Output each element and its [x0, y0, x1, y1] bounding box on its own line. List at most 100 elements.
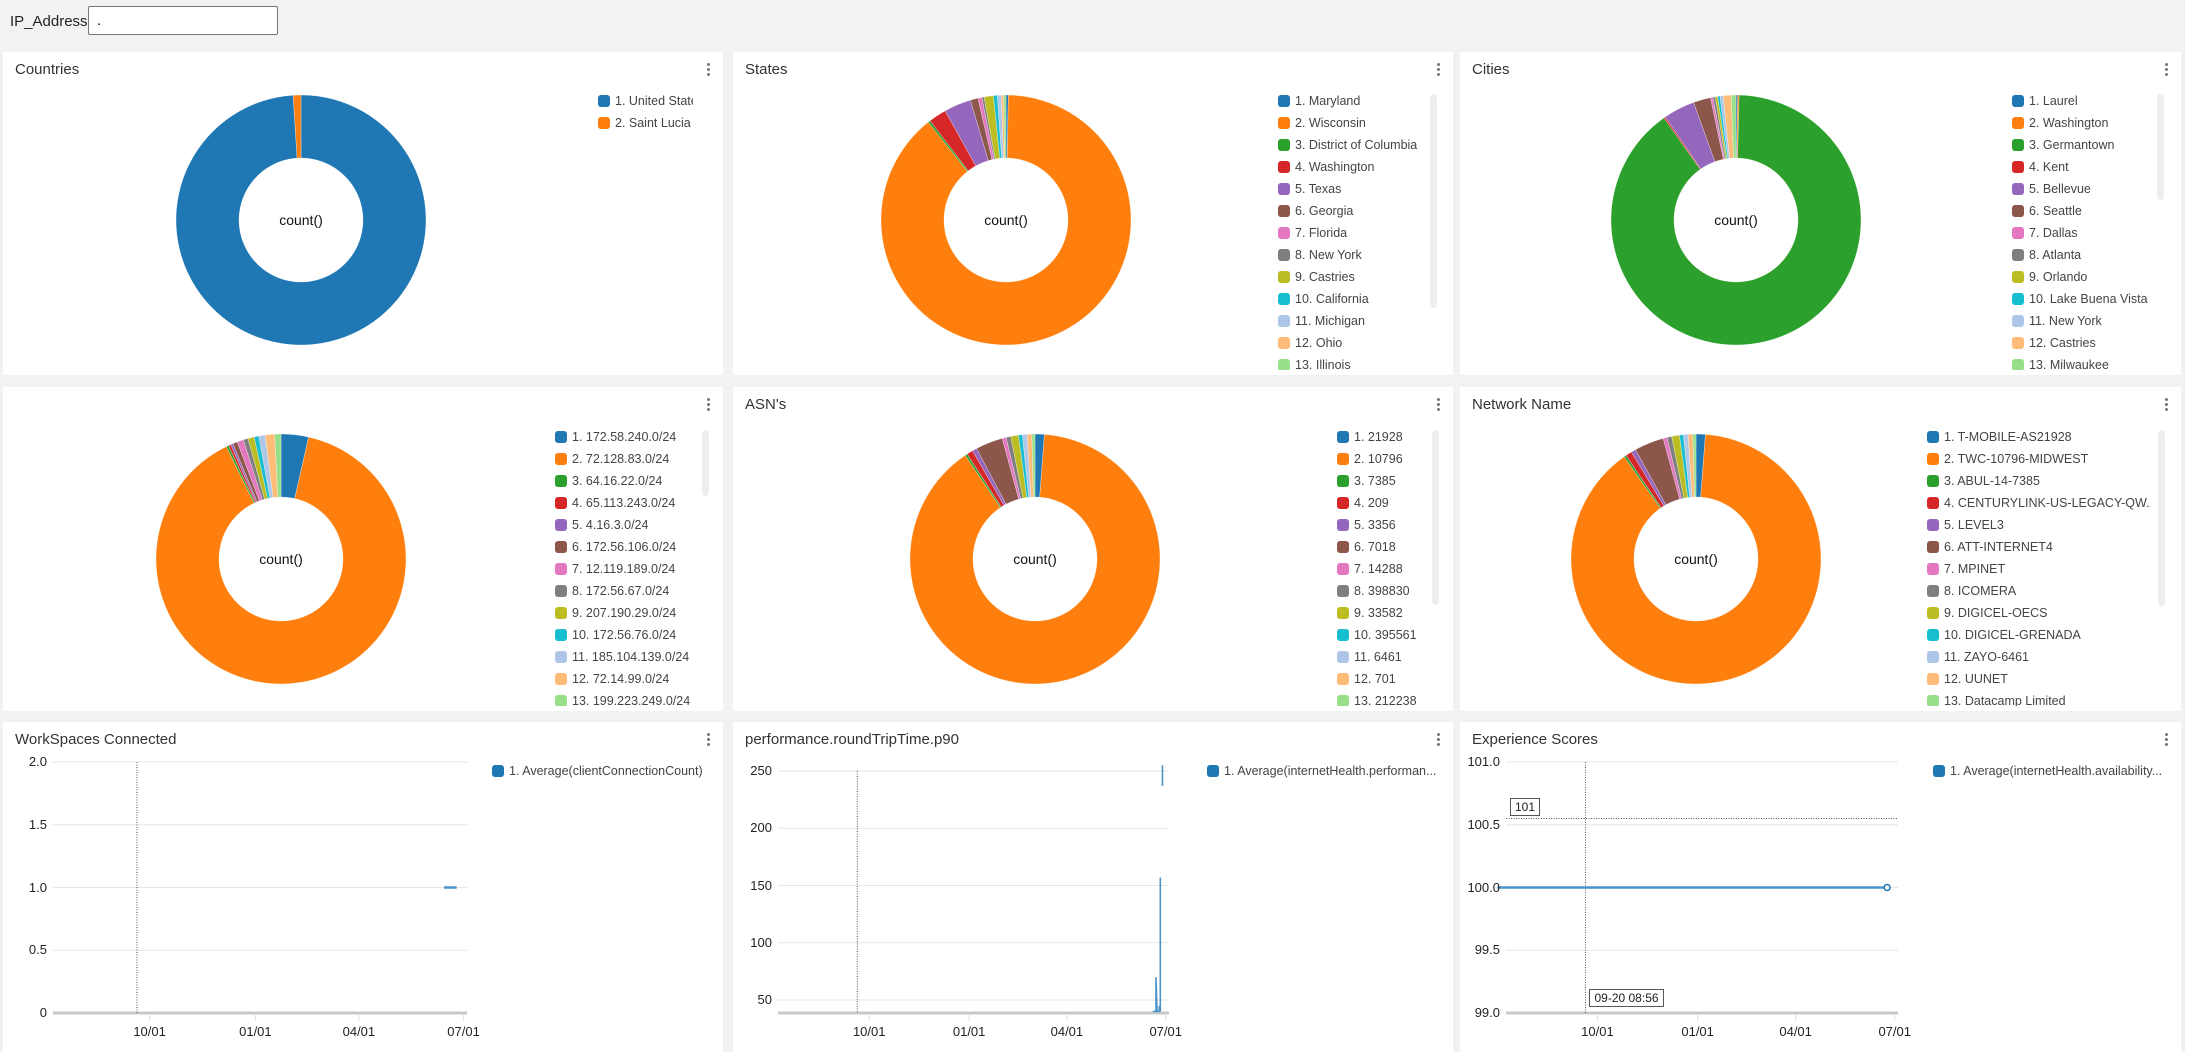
legend-item[interactable]: 1. Average(clientConnectionCount) [492, 760, 713, 782]
panel-menu-icon[interactable] [703, 396, 713, 414]
legend-item[interactable]: 9. Orlando [2012, 266, 2151, 288]
legend-item[interactable]: 13. 199.223.249.0/24 [555, 690, 693, 706]
legend-item[interactable]: 8. 172.56.67.0/24 [555, 580, 693, 602]
legend-item[interactable]: 5. Texas [1278, 178, 1423, 200]
pie-slice[interactable] [292, 94, 302, 159]
legend-item[interactable]: 1. 172.58.240.0/24 [555, 426, 693, 448]
legend-item[interactable]: 6. 172.56.106.0/24 [555, 536, 693, 558]
legend-item[interactable]: 7. Dallas [2012, 222, 2151, 244]
legend-item[interactable]: 2. TWC-10796-MIDWEST [1927, 448, 2151, 470]
legend-item[interactable]: 7. 14288 [1337, 558, 1423, 580]
legend-item[interactable]: 11. 6461 [1337, 646, 1423, 668]
series-line[interactable] [1152, 877, 1162, 1013]
legend-item[interactable]: 4. CENTURYLINK-US-LEGACY-QW... [1927, 492, 2151, 514]
legend-scrollbar[interactable] [2158, 430, 2165, 606]
pie-slice[interactable] [274, 433, 282, 498]
legend-item[interactable]: 13. 212238 [1337, 690, 1423, 706]
panel-menu-icon[interactable] [1433, 731, 1443, 749]
legend-item[interactable]: 2. Wisconsin [1278, 112, 1423, 134]
legend-item[interactable]: 5. Bellevue [2012, 178, 2151, 200]
legend-item[interactable]: 12. UUNET [1927, 668, 2151, 690]
legend-item[interactable]: 8. ICOMERA [1927, 580, 2151, 602]
legend-item[interactable]: 8. New York [1278, 244, 1423, 266]
legend-item[interactable]: 1. T-MOBILE-AS21928 [1927, 426, 2151, 448]
legend-item[interactable]: 5. 4.16.3.0/24 [555, 514, 693, 536]
legend-item[interactable]: 3. 7385 [1337, 470, 1423, 492]
legend-item[interactable]: 13. Milwaukee [2012, 354, 2151, 370]
legend-item[interactable]: 4. Kent [2012, 156, 2151, 178]
legend-item[interactable]: 12. 701 [1337, 668, 1423, 690]
legend-scrollbar[interactable] [1430, 94, 1437, 308]
legend-item[interactable]: 1. Maryland [1278, 90, 1423, 112]
legend-item[interactable]: 2. Washington [2012, 112, 2151, 134]
pie-slice[interactable] [909, 434, 1161, 685]
legend-item[interactable]: 1. United States [598, 90, 693, 112]
legend-scrollbar[interactable] [702, 430, 709, 496]
legend-item[interactable]: 10. DIGICEL-GRENADA [1927, 624, 2151, 646]
legend-item[interactable]: 2. Saint Lucia [598, 112, 693, 134]
legend-item[interactable]: 8. 398830 [1337, 580, 1423, 602]
legend-item[interactable]: 2. 10796 [1337, 448, 1423, 470]
pie-slice[interactable] [1570, 434, 1822, 685]
legend-item[interactable]: 6. Seattle [2012, 200, 2151, 222]
legend-item[interactable]: 9. 207.190.29.0/24 [555, 602, 693, 624]
legend-item[interactable]: 10. California [1278, 288, 1423, 310]
legend-item[interactable]: 11. ZAYO-6461 [1927, 646, 2151, 668]
legend-item[interactable]: 3. District of Columbia [1278, 134, 1423, 156]
legend-item[interactable]: 6. 7018 [1337, 536, 1423, 558]
panel-menu-icon[interactable] [703, 731, 713, 749]
panel-menu-icon[interactable] [1433, 396, 1443, 414]
legend-item[interactable]: 13. Illinois [1278, 354, 1423, 370]
pie-slice[interactable] [880, 94, 1132, 346]
legend-item[interactable]: 6. Georgia [1278, 200, 1423, 222]
legend-item[interactable]: 10. 395561 [1337, 624, 1423, 646]
pie-slice[interactable] [1692, 433, 1697, 498]
legend-item[interactable]: 4. 65.113.243.0/24 [555, 492, 693, 514]
legend-item[interactable]: 2. 72.128.83.0/24 [555, 448, 693, 470]
legend-item[interactable]: 12. Castries [2012, 332, 2151, 354]
panel-menu-icon[interactable] [2161, 61, 2171, 79]
legend-item[interactable]: 1. Average(internetHealth.availability..… [1933, 760, 2171, 782]
pie-slice[interactable] [1610, 94, 1862, 346]
panel-menu-icon[interactable] [703, 61, 713, 79]
pie-slice[interactable] [1003, 94, 1007, 159]
legend-item[interactable]: 9. Castries [1278, 266, 1423, 288]
legend-item[interactable]: 13. Datacamp Limited [1927, 690, 2151, 706]
ip-address-input[interactable] [88, 6, 278, 35]
legend-item[interactable]: 11. New York [2012, 310, 2151, 332]
legend-item[interactable]: 1. Average(internetHealth.performan... [1207, 760, 1443, 782]
legend-scrollbar[interactable] [1432, 430, 1439, 605]
pie-slice[interactable] [175, 94, 427, 346]
legend-item[interactable]: 9. DIGICEL-OECS [1927, 602, 2151, 624]
pie-slice[interactable] [155, 436, 407, 685]
legend-item[interactable]: 10. Lake Buena Vista [2012, 288, 2151, 310]
legend-item[interactable]: 7. Florida [1278, 222, 1423, 244]
legend-item[interactable]: 5. LEVEL3 [1927, 514, 2151, 536]
pie-slice[interactable] [1731, 94, 1737, 159]
legend-item[interactable]: 5. 3356 [1337, 514, 1423, 536]
legend-item[interactable]: 9. 33582 [1337, 602, 1423, 624]
legend-item[interactable]: 11. 185.104.139.0/24 [555, 646, 693, 668]
legend-item[interactable]: 10. 172.56.76.0/24 [555, 624, 693, 646]
legend-item[interactable]: 12. 72.14.99.0/24 [555, 668, 693, 690]
legend: 1. Average(internetHealth.performan... [1207, 760, 1443, 790]
legend-item[interactable]: 4. 209 [1337, 492, 1423, 514]
panel-menu-icon[interactable] [1433, 61, 1443, 79]
legend-scrollbar[interactable] [2157, 94, 2164, 200]
legend-item[interactable]: 1. Laurel [2012, 90, 2151, 112]
legend-item[interactable]: 3. ABUL-14-7385 [1927, 470, 2151, 492]
legend-item[interactable]: 6. ATT-INTERNET4 [1927, 536, 2151, 558]
legend-item[interactable]: 3. 64.16.22.0/24 [555, 470, 693, 492]
legend-item[interactable]: 4. Washington [1278, 156, 1423, 178]
legend-item[interactable]: 12. Ohio [1278, 332, 1423, 354]
legend-item[interactable]: 1. 21928 [1337, 426, 1423, 448]
panel-menu-icon[interactable] [2161, 731, 2171, 749]
panel-menu-icon[interactable] [2161, 396, 2171, 414]
legend-item[interactable]: 7. 12.119.189.0/24 [555, 558, 693, 580]
legend-item[interactable]: 7. MPINET [1927, 558, 2151, 580]
data-point[interactable] [1883, 883, 1891, 892]
legend-item[interactable]: 11. Michigan [1278, 310, 1423, 332]
pie-slice[interactable] [1031, 433, 1036, 498]
legend-item[interactable]: 8. Atlanta [2012, 244, 2151, 266]
legend-item[interactable]: 3. Germantown [2012, 134, 2151, 156]
